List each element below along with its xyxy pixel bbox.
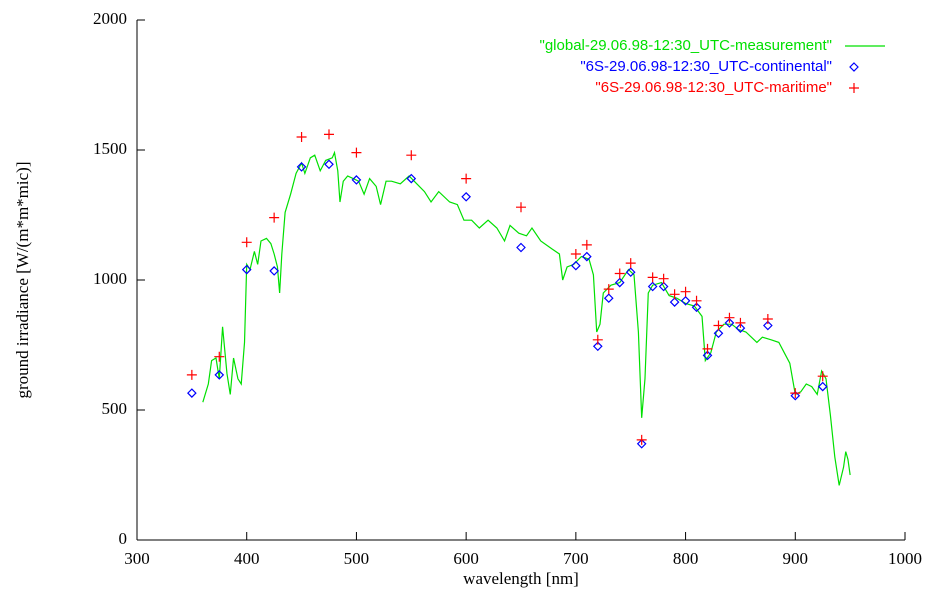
plus-marker: [724, 312, 735, 323]
plus-marker: [713, 320, 724, 331]
diamond-marker: [603, 293, 614, 304]
plus-marker: [406, 150, 417, 161]
plus-marker: [241, 237, 252, 248]
diamond-marker: [324, 159, 334, 170]
diamond-marker: [702, 350, 713, 361]
diamond-marker: [461, 191, 471, 202]
x-tick-label: 800: [673, 549, 699, 568]
diamond-marker: [724, 318, 735, 328]
diamond-marker: [669, 297, 680, 307]
plus-marker: [669, 289, 680, 300]
plus-marker: [702, 343, 713, 354]
y-tick-label: 1000: [93, 269, 127, 288]
plus-marker: [603, 284, 614, 295]
plus-marker: [296, 132, 307, 142]
plus-marker: [614, 268, 625, 279]
diamond-marker: [817, 381, 828, 392]
plus-marker: [625, 258, 636, 269]
y-tick-label: 0: [119, 529, 128, 548]
legend-swatch: [849, 83, 859, 93]
plus-marker: [762, 314, 773, 324]
legend-label: "6S-29.06.98-12:30_UTC-continental": [580, 58, 832, 75]
diamond-marker: [790, 390, 801, 401]
diamond-marker: [713, 328, 724, 339]
y-tick-label: 500: [102, 399, 128, 418]
diamond-marker: [636, 438, 647, 449]
diamond-marker: [658, 281, 669, 292]
diamond-marker: [647, 281, 658, 292]
diamond-marker: [763, 320, 773, 331]
x-axis-label: wavelength [nm]: [463, 569, 579, 588]
x-tick-label: 600: [453, 549, 479, 568]
plus-marker: [581, 239, 592, 250]
plus-marker: [680, 286, 691, 297]
plus-marker: [324, 129, 334, 140]
diamond-marker: [516, 242, 526, 253]
diamond-marker: [214, 370, 225, 380]
plus-marker: [592, 334, 603, 345]
diamond-marker: [241, 264, 252, 275]
plus-marker: [461, 173, 472, 184]
y-axis-label: ground irradiance [W/(m*m*mic)]: [13, 162, 32, 399]
diamond-marker: [691, 302, 702, 313]
legend-swatch: [849, 62, 859, 72]
plus-marker: [516, 202, 526, 213]
plus-marker: [351, 147, 362, 158]
x-tick-label: 300: [124, 549, 150, 568]
y-tick-label: 2000: [93, 9, 127, 28]
diamond-marker: [581, 251, 592, 262]
diamond-marker: [351, 175, 362, 185]
x-tick-label: 900: [783, 549, 809, 568]
plus-marker: [658, 273, 669, 284]
plus-marker: [636, 434, 647, 445]
diamond-marker: [625, 267, 636, 278]
diamond-marker: [406, 173, 417, 184]
plus-marker: [214, 351, 225, 362]
x-tick-label: 1000: [888, 549, 922, 568]
y-tick-label: 1500: [93, 139, 127, 158]
diamond-marker: [592, 341, 603, 352]
x-tick-label: 500: [344, 549, 370, 568]
measurement-line: [202, 150, 851, 486]
legend-label: "6S-29.06.98-12:30_UTC-maritime": [595, 79, 832, 96]
plus-marker: [570, 249, 581, 259]
plus-marker: [735, 317, 746, 328]
legend-label: "global-29.06.98-12:30_UTC-measurement": [540, 37, 832, 54]
diamond-marker: [614, 277, 625, 288]
plus-marker: [817, 371, 828, 382]
plus-marker: [647, 272, 658, 283]
plus-marker: [269, 212, 280, 223]
diamond-marker: [296, 162, 307, 172]
x-tick-label: 400: [234, 549, 260, 568]
plus-marker: [790, 388, 801, 399]
diamond-marker: [571, 260, 581, 271]
x-tick-label: 700: [563, 549, 589, 568]
plus-marker: [691, 295, 702, 306]
diamond-marker: [735, 323, 746, 333]
diamond-marker: [187, 388, 197, 398]
diamond-marker: [269, 266, 279, 276]
diamond-marker: [680, 295, 691, 306]
plus-marker: [186, 369, 197, 380]
